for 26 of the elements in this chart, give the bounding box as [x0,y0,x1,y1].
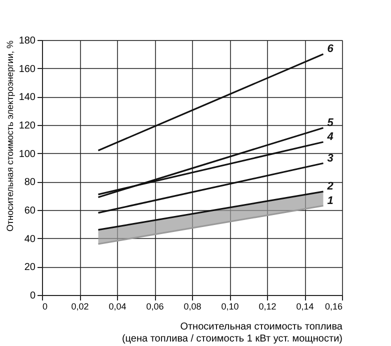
y-tick-label: 180 [18,36,36,46]
y-tick-label: 140 [18,92,36,104]
x-axis-title: Относительная стоимость топлива (цена топлива / стоимость 1 кВт уст. мощности) [122,322,343,344]
x-tick-label: 0,08 [184,302,202,312]
series-label: 2 [326,180,334,193]
y-tick-label: 20 [24,262,36,274]
y-tick-label: 120 [18,120,36,132]
y-axis-title: Относительная стоимость электроэнергии, % [4,40,15,232]
y-tick-label: 0 [30,290,36,302]
x-tick-label: 0,10 [221,302,239,312]
x-tick-label: 0,14 [296,302,314,312]
y-tick-label: 100 [18,148,36,160]
x-tick-label: 0 [42,302,48,312]
series-label: 4 [326,131,334,143]
series-label: 6 [327,43,334,56]
series-label: 1 [327,194,334,207]
series-label: 3 [327,152,334,164]
x-tick-label: 0,16 [324,302,342,312]
x-tick-label: 0,02 [71,302,89,312]
y-tick-label: 80 [24,177,36,188]
x-tick-label: 0,06 [146,302,164,312]
y-tick-label: 40 [24,234,36,245]
x-tick-label: 0,12 [258,302,276,312]
y-tick-label: 60 [24,206,36,216]
y-tick-label: 160 [18,64,36,75]
x-tick-label: 0,04 [108,302,126,312]
